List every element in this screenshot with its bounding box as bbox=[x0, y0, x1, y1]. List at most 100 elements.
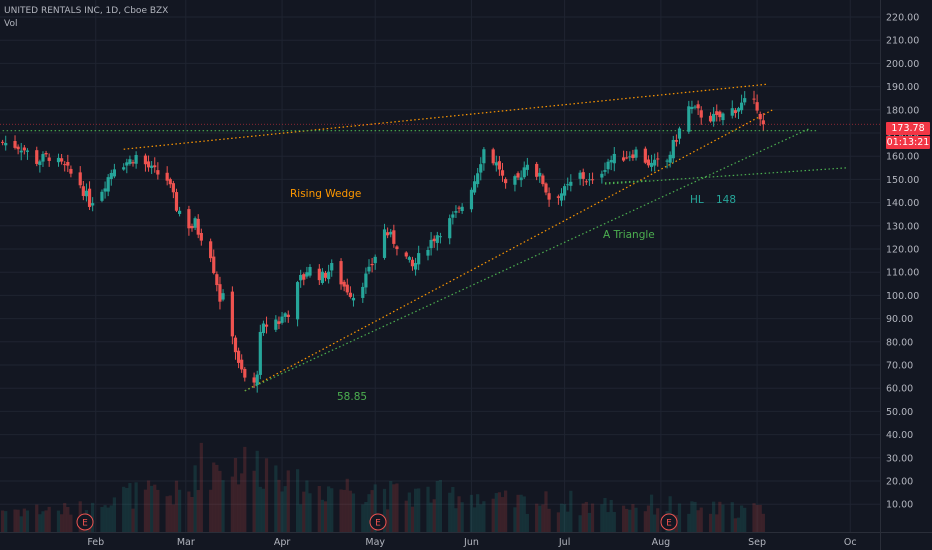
volume-bar bbox=[323, 501, 328, 532]
volume-bar bbox=[342, 489, 346, 532]
volume-bar bbox=[218, 470, 222, 532]
volume-bar bbox=[454, 508, 458, 532]
volume-bar bbox=[69, 514, 73, 532]
candle-body bbox=[491, 149, 495, 164]
volume-bar bbox=[755, 504, 759, 532]
volume-bar bbox=[146, 480, 151, 532]
candle-body bbox=[646, 159, 651, 166]
volume-bar bbox=[168, 495, 172, 532]
price-tick-label: 60.00 bbox=[886, 384, 913, 395]
price-tick-label: 20.00 bbox=[886, 477, 913, 488]
volume-bar bbox=[628, 509, 632, 532]
volume-bar bbox=[649, 494, 654, 532]
volume-bar bbox=[472, 507, 477, 532]
last-price-tag: 173.78 bbox=[886, 122, 930, 135]
candle-body bbox=[389, 231, 393, 235]
volume-bar bbox=[730, 502, 734, 532]
candle-body bbox=[460, 206, 464, 211]
annotation-rising-wedge: Rising Wedge bbox=[290, 188, 361, 200]
volume-bar bbox=[106, 507, 110, 532]
triangle-upper-line bbox=[604, 167, 848, 185]
volume-bar bbox=[556, 512, 560, 532]
candle-body bbox=[1, 141, 5, 143]
candle-body bbox=[103, 188, 107, 192]
volume-bar bbox=[63, 503, 67, 532]
volume-bar bbox=[25, 510, 30, 532]
volume-bar bbox=[60, 514, 64, 532]
candle-body bbox=[87, 188, 92, 207]
candle-body bbox=[364, 273, 368, 288]
time-tick-label: Mar bbox=[177, 537, 195, 548]
volume-bar bbox=[373, 484, 377, 532]
volume-bar bbox=[687, 513, 691, 532]
volume-bar bbox=[174, 480, 179, 532]
price-tick-label: 30.00 bbox=[886, 453, 913, 464]
time-tick-label: Jul bbox=[558, 537, 570, 548]
volume-bar bbox=[367, 494, 371, 532]
volume-bar bbox=[715, 514, 719, 532]
candle-body bbox=[696, 104, 700, 109]
volume-bar bbox=[35, 504, 39, 532]
volume-bar bbox=[721, 504, 725, 532]
candle-body bbox=[733, 110, 737, 114]
volume-bar bbox=[103, 505, 107, 532]
price-tick-label: 90.00 bbox=[886, 314, 913, 325]
volume-bar bbox=[690, 501, 694, 532]
candle-body bbox=[755, 102, 759, 111]
volume-bar bbox=[392, 484, 396, 532]
candle-body bbox=[535, 163, 539, 177]
candle-body bbox=[280, 316, 284, 323]
candle-body bbox=[317, 268, 321, 281]
candle-body bbox=[413, 262, 418, 270]
volume-bar bbox=[438, 479, 443, 532]
volume-bar bbox=[230, 476, 234, 532]
candle-body bbox=[236, 350, 241, 363]
price-tick-label: 200.00 bbox=[886, 59, 919, 70]
volume-bar bbox=[233, 458, 238, 532]
candle-body bbox=[671, 139, 675, 159]
volume-bar bbox=[264, 458, 269, 532]
symbol-title: UNITED RENTALS INC, 1D, Cboe BZX bbox=[4, 6, 169, 16]
volume-bar bbox=[295, 469, 300, 532]
volume-bar bbox=[743, 507, 747, 532]
volume-bar bbox=[410, 506, 415, 532]
candle-body bbox=[361, 286, 365, 298]
candle-body bbox=[41, 154, 45, 162]
volume-bar bbox=[156, 489, 160, 532]
volume-bar bbox=[497, 492, 502, 532]
candle-body bbox=[327, 271, 331, 280]
candle-body bbox=[407, 257, 411, 260]
volume-bar bbox=[41, 511, 45, 532]
volume-bar bbox=[193, 465, 197, 532]
volume-bar bbox=[1, 510, 5, 532]
candle-body bbox=[721, 113, 725, 121]
volume-bar bbox=[66, 506, 70, 532]
volume-bar bbox=[413, 488, 418, 532]
volume-bar bbox=[330, 488, 334, 532]
candle-body bbox=[547, 193, 551, 200]
candle-body bbox=[240, 359, 244, 370]
price-tick-label: 100.00 bbox=[886, 291, 919, 302]
volume-bar bbox=[389, 481, 393, 532]
volume-bar bbox=[56, 510, 61, 532]
volume-bar bbox=[44, 510, 48, 532]
volume-bar bbox=[286, 470, 290, 532]
time-axis[interactable]: Feb Mar Apr May Jun Jul Aug Sep Oc bbox=[87, 537, 856, 548]
wedge-upper-line bbox=[123, 83, 767, 150]
candle-body bbox=[587, 179, 592, 181]
volume-bar bbox=[541, 504, 545, 532]
candle-body bbox=[35, 150, 39, 164]
volume-bar bbox=[16, 509, 20, 532]
volume-bar bbox=[491, 498, 495, 532]
volume-bar bbox=[47, 506, 51, 532]
volume-bar bbox=[404, 500, 408, 532]
volume-bar bbox=[302, 491, 306, 532]
candle-body bbox=[168, 179, 172, 185]
price-axis[interactable]: 10.00 20.00 30.00 40.00 50.00 60.00 70.00 80.00… bbox=[886, 13, 919, 511]
volume-bar bbox=[395, 483, 399, 532]
candle-body bbox=[556, 196, 560, 198]
candle-body bbox=[19, 150, 23, 153]
volume-bar bbox=[693, 501, 697, 532]
